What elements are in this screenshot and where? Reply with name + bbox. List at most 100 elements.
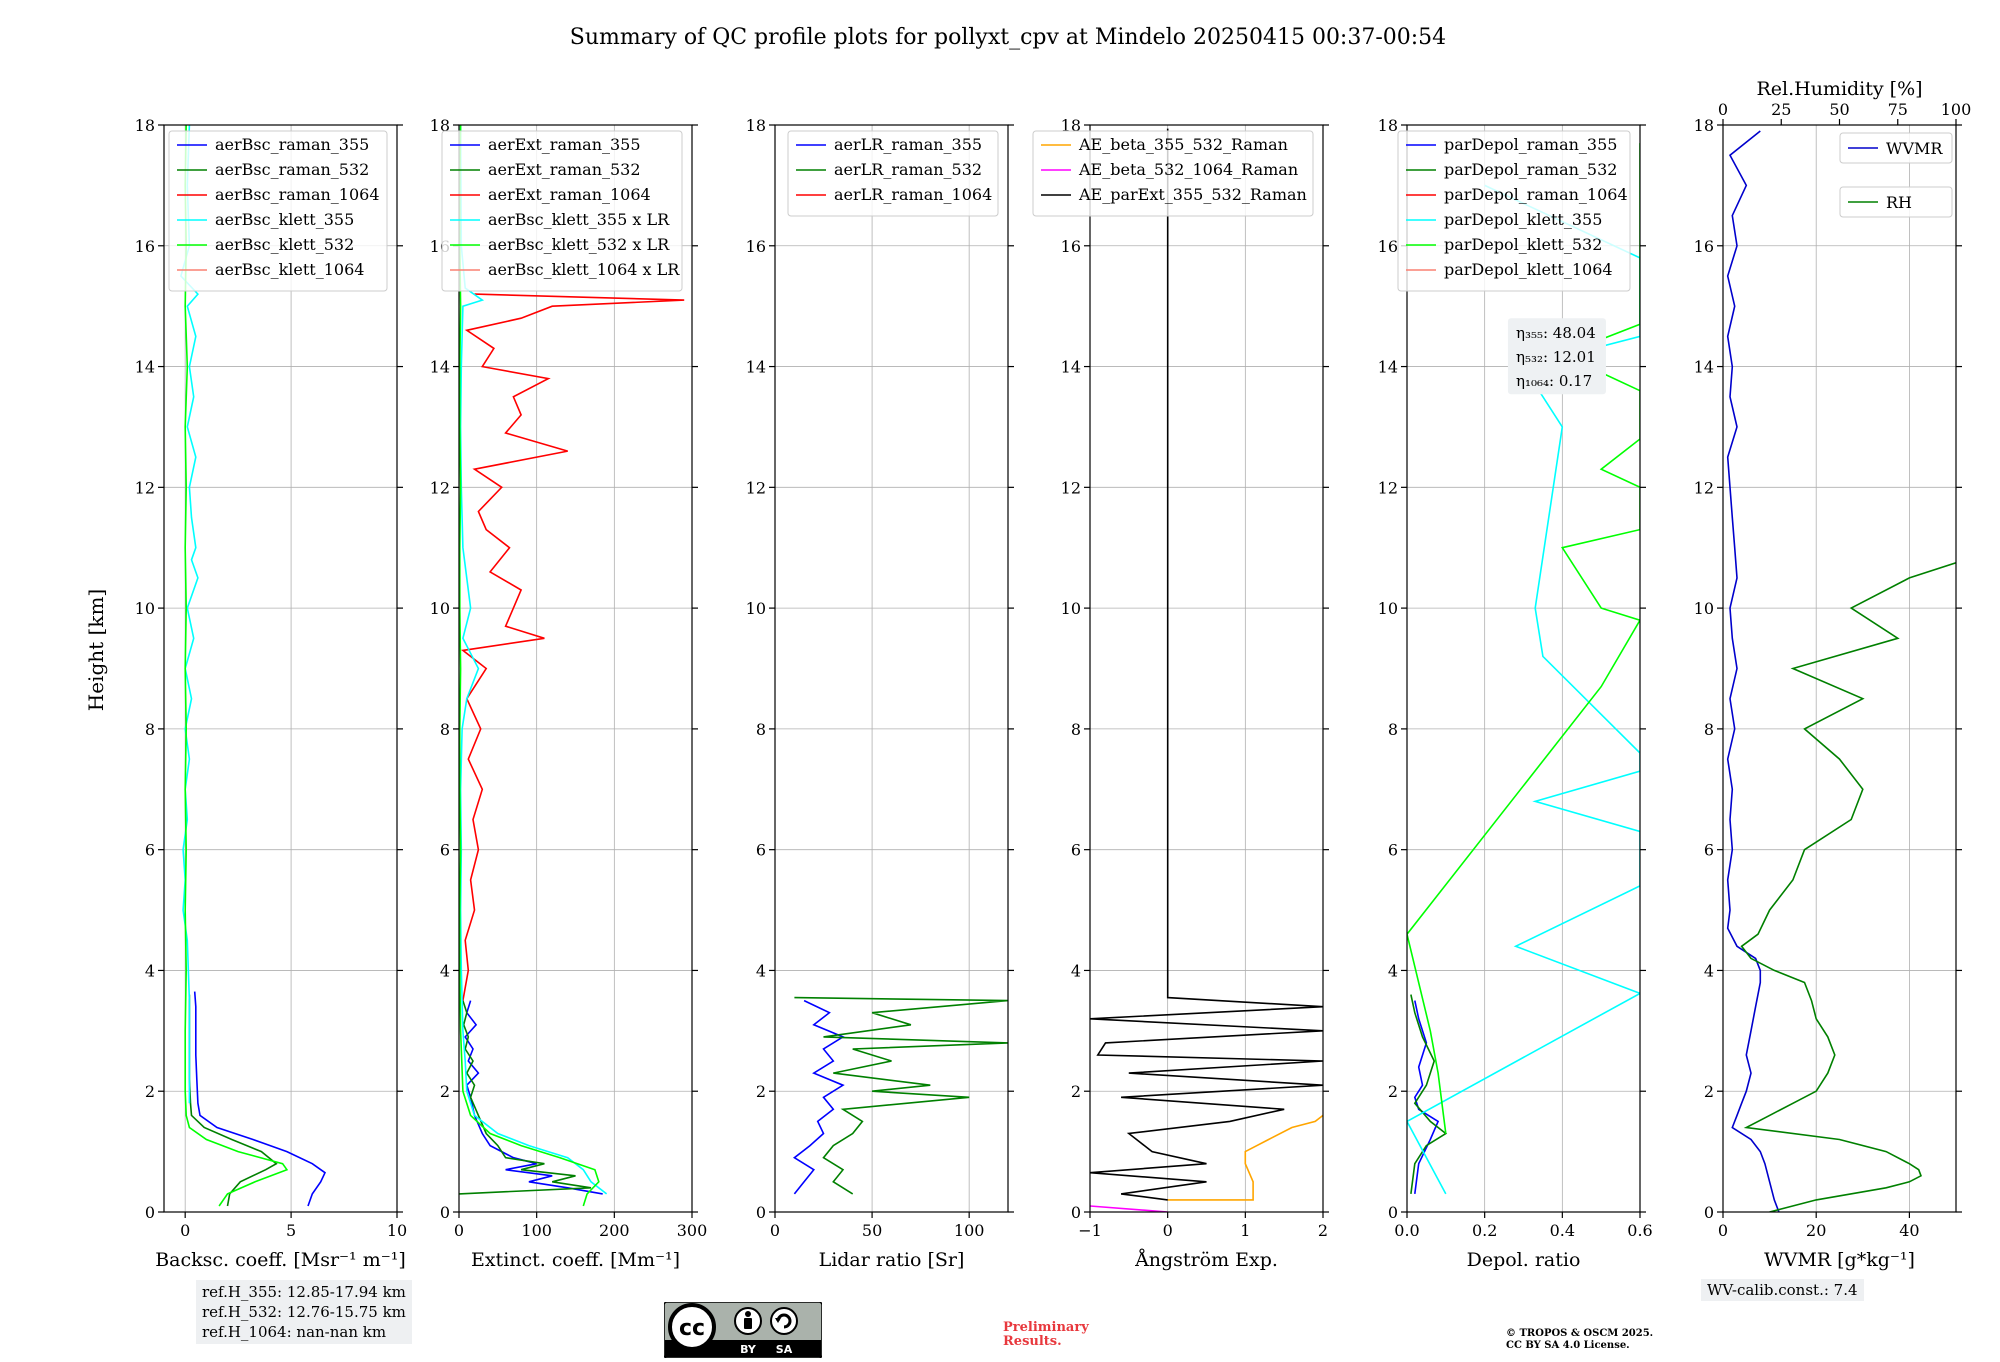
preliminary-line-2: Results. [1003,1334,1062,1349]
x-tick-label: 0 [454,1221,464,1240]
y-tick-label: 8 [1704,720,1714,739]
legend-label: aerLR_raman_355 [834,135,982,154]
top-x-tick-label: 50 [1829,100,1849,119]
legend-label: aerBsc_klett_355 x LR [488,210,670,229]
panel-5: 0 2 4 6 8 10 12 14 16 18 0.0 0.2 0.4 0.6 Depol. ratio p… [1378,116,1653,1271]
y-tick-label: 18 [1061,116,1081,135]
x-tick-label: 200 [599,1221,630,1240]
y-tick-label: 10 [1378,599,1398,618]
y-tick-label: 4 [1071,961,1081,980]
series-parDepol_raman_355 [1413,1000,1440,1195]
ref-h-1064: ref.H_1064: nan-nan km [202,1323,387,1341]
legend-label: aerExt_raman_355 [488,135,641,154]
x-tick-label: 100 [521,1221,552,1240]
series-aerBsc_klett_532 x LR [459,125,600,1207]
legend-label: aerExt_raman_532 [488,160,641,179]
y-tick-label: 16 [1694,237,1714,256]
x-tick-label: 0.6 [1627,1221,1652,1240]
x-tick-label: 40 [1899,1221,1919,1240]
y-tick-label: 18 [746,116,766,135]
legend-label: parDepol_raman_1064 [1444,185,1628,204]
x-axis-label: Ångström Exp. [1134,1249,1278,1271]
legend-label: aerBsc_klett_532 [215,235,354,254]
series-AE_beta_355_532_Raman [1167,1114,1323,1201]
wv-calibration-box: WV-calib.const.: 7.4 [1701,1279,1864,1301]
legend-label: aerExt_raman_1064 [488,185,651,204]
cc-sa-text: SA [776,1343,793,1356]
series-AE_beta_532_1064_Raman [1090,1205,1168,1212]
y-tick-label: 0 [1388,1203,1398,1222]
legend-label: AE_beta_532_1064_Raman [1078,160,1298,179]
series-aerBsc_raman_532 [188,994,278,1207]
legend-label: AE_beta_355_532_Raman [1078,135,1288,154]
legend-label: parDepol_raman_532 [1444,160,1617,179]
cc-by-text: BY [740,1343,757,1356]
legend-label: aerBsc_klett_532 x LR [488,235,670,254]
axes-frame [1722,124,1957,1213]
y-tick-label: 2 [1071,1082,1081,1101]
y-tick-label: 6 [145,841,155,860]
x-tick-label: 0.4 [1550,1221,1575,1240]
y-tick-label: 4 [440,961,450,980]
y-tick-label: 16 [135,237,155,256]
legend-label: aerBsc_raman_1064 [215,185,380,204]
y-tick-label: 10 [746,599,766,618]
x-tick-label: 0 [1163,1221,1173,1240]
legend-label: aerBsc_raman_532 [215,160,369,179]
legend: aerLR_raman_355 aerLR_raman_532 aerLR_rama… [787,130,999,217]
y-tick-label: 8 [756,720,766,739]
x-tick-label: 100 [954,1221,985,1240]
y-tick-label: 12 [1061,478,1081,497]
series-group [459,125,685,1207]
legend-label: aerBsc_klett_1064 [215,260,364,279]
x-axis-label: Lidar ratio [Sr] [819,1249,965,1271]
x-tick-label: 0 [1718,1221,1728,1240]
series-AE_parExt_355_532_Raman [1090,128,1323,1201]
legend: AE_beta_355_532_Raman AE_beta_532_1064_Ra… [1032,130,1314,217]
y-tick-label: 2 [756,1082,766,1101]
series-aerBsc_klett_532 [184,125,289,1207]
y-tick-label: 14 [1694,358,1714,377]
legend-label: RH [1886,193,1912,212]
y-tick-label: 8 [145,720,155,739]
x-axis-label: Backsc. coeff. [Msr⁻¹ m⁻¹] [155,1249,406,1271]
series-parDepol_klett_532 [1407,143,1640,1134]
legend-label: parDepol_klett_355 [1444,210,1602,229]
sa-share-alike-icon [770,1307,798,1335]
x-tick-label: 0 [180,1221,190,1240]
copyright-line-1: © TROPOS & OSCM 2025. [1506,1328,1654,1339]
y-tick-label: 8 [1071,720,1081,739]
top-x-tick-label: 0 [1718,100,1728,119]
y-tick-label: 16 [746,237,766,256]
y-tick-label: 0 [145,1203,155,1222]
y-tick-label: 18 [1694,116,1714,135]
axes-frame [774,124,1009,1213]
y-tick-label: 14 [1378,358,1398,377]
cc-logo-icon [668,1303,716,1351]
axes-frame [1089,124,1324,1213]
cc-license-badge: cc BY SA [663,1301,823,1362]
y-tick-label: 10 [135,599,155,618]
series-aerLR_raman_355 [792,999,845,1195]
y-tick-label: 18 [1378,116,1398,135]
series-aerBsc_klett_355 x LR [459,125,608,1195]
axes-frame [1406,124,1641,1213]
eta-annotation: η₃₅₅: 48.04 η₅₃₂: 12.01 η₁₀₆₄: 0.17 [1507,318,1606,395]
y-tick-label: 4 [1388,961,1398,980]
series-group [180,125,327,1207]
x-tick-label: 0.2 [1472,1221,1497,1240]
series-aerBsc_raman_355 [193,991,327,1207]
y-tick-label: 16 [1061,237,1081,256]
y-tick-label: 0 [440,1203,450,1222]
legend-box [1032,130,1314,217]
y-tick-label: 18 [135,116,155,135]
legend-label: aerBsc_klett_355 [215,210,354,229]
y-tick-label: 8 [1388,720,1398,739]
x-tick-label: 0.0 [1394,1221,1419,1240]
y-tick-label: 12 [1694,478,1714,497]
x-tick-label: 10 [387,1221,407,1240]
preliminary-results-note: Preliminary Results. [1003,1321,1089,1349]
x-axis-label: Extinct. coeff. [Mm⁻¹] [471,1249,680,1271]
